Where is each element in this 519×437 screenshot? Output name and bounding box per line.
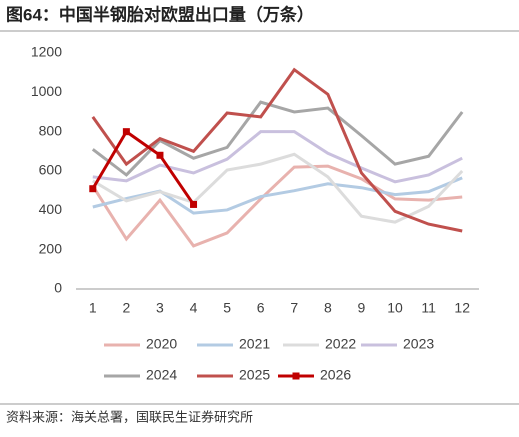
series-line (91, 164, 463, 248)
x-tick-label: 3 (156, 300, 164, 316)
x-tick-label: 9 (358, 300, 366, 316)
y-tick-label: 800 (39, 122, 63, 138)
x-tick-label: 5 (223, 300, 231, 316)
legend-label: 2020 (146, 336, 177, 352)
y-tick-label: 1000 (31, 83, 62, 99)
point-marker (122, 128, 130, 136)
y-tick-label: 400 (39, 201, 63, 217)
point-marker (89, 185, 97, 193)
source-note: 资料来源：海关总署，国联民生证券研究所 (6, 409, 253, 424)
point-marker (156, 151, 164, 159)
y-tick-label: 600 (39, 162, 63, 178)
series-line (91, 100, 464, 177)
x-tick-label: 7 (290, 300, 298, 316)
series-line (91, 67, 463, 233)
chart-title: 图64：中国半钢胎对欧盟出口量（万条） (6, 4, 314, 24)
legend-label: 2021 (239, 336, 270, 352)
x-tick-label: 12 (454, 300, 470, 316)
x-tick-label: 1 (89, 300, 97, 316)
x-tick-label: 8 (324, 300, 332, 316)
legend-label: 2022 (325, 336, 356, 352)
x-tick-label: 10 (387, 300, 403, 316)
legend-label: 2025 (239, 367, 270, 383)
y-tick-label: 0 (54, 280, 62, 296)
x-tick-label: 4 (190, 300, 198, 316)
x-tick-label: 6 (257, 300, 265, 316)
legend-marker (292, 372, 300, 380)
point-marker (190, 200, 198, 208)
legend-label: 2024 (146, 367, 177, 383)
y-tick-label: 1200 (31, 44, 62, 60)
x-tick-label: 11 (421, 300, 436, 316)
series-line (92, 152, 464, 224)
series-line (92, 130, 463, 184)
y-tick-label: 200 (39, 240, 63, 256)
x-tick-label: 2 (122, 300, 130, 316)
series-line (91, 129, 195, 206)
legend-label: 2023 (403, 336, 434, 352)
legend-label: 2026 (320, 367, 351, 383)
